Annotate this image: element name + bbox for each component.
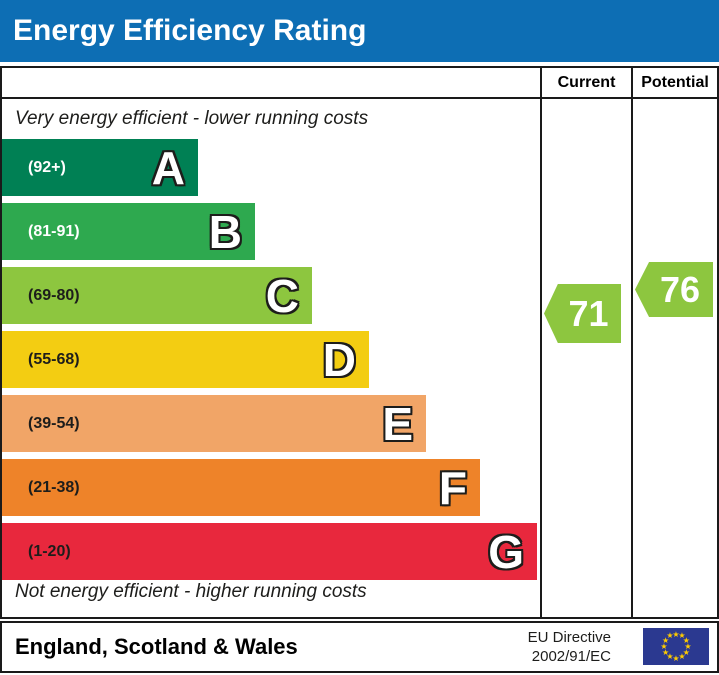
page-title: Energy Efficiency Rating xyxy=(13,14,367,47)
eu-directive-line2: 2002/91/EC xyxy=(531,648,611,665)
rating-band-A: (92+) A xyxy=(2,139,198,196)
title-band: Energy Efficiency Rating xyxy=(0,0,719,62)
band-range-label: (21-38) xyxy=(28,478,80,496)
band-letter: A xyxy=(151,141,185,194)
band-range-label: (92+) xyxy=(28,158,66,176)
top-caption: Very energy efficient - lower running co… xyxy=(15,108,369,129)
eu-flag-star: ★ xyxy=(660,641,668,651)
footer-bar: England, Scotland & Wales EU Directive 2… xyxy=(0,621,719,673)
band-letter: F xyxy=(438,461,467,514)
current-rating-arrow: 71 xyxy=(544,284,621,343)
eu-flag-star: ★ xyxy=(666,651,674,661)
rating-table: Current Potential Very energy efficient … xyxy=(0,66,719,619)
eu-flag-star: ★ xyxy=(684,641,692,651)
eu-directive-label: EU Directive 2002/91/EC xyxy=(528,628,611,666)
band-letter: E xyxy=(382,397,413,450)
current-column-divider xyxy=(540,68,542,617)
current-column-header: Current xyxy=(557,73,616,91)
rating-band-E: (39-54) E xyxy=(2,395,426,452)
eu-flag-star: ★ xyxy=(662,635,670,645)
band-range-label: (39-54) xyxy=(28,414,80,432)
rating-band-G: (1-20) G xyxy=(2,523,537,580)
band-letter: B xyxy=(208,205,242,258)
eu-flag-star: ★ xyxy=(672,653,680,663)
eu-flag-star: ★ xyxy=(682,647,690,657)
eu-flag-star: ★ xyxy=(666,631,674,641)
rating-band-F: (21-38) F xyxy=(2,459,480,516)
rating-band-B: (81-91) B xyxy=(2,203,255,260)
rating-band-D: (55-68) D xyxy=(2,331,369,388)
bottom-caption: Not energy efficient - higher running co… xyxy=(15,581,367,602)
eu-flag-star: ★ xyxy=(682,635,690,645)
eu-flag-star: ★ xyxy=(672,629,680,639)
current-rating-value: 71 xyxy=(568,292,609,334)
potential-column-divider xyxy=(631,68,633,617)
potential-column-header: Potential xyxy=(641,73,709,91)
header-row-divider xyxy=(2,97,717,99)
potential-rating-arrow: 76 xyxy=(635,262,713,317)
band-letter: C xyxy=(265,269,299,322)
eu-flag-star: ★ xyxy=(678,631,686,641)
region-label: England, Scotland & Wales xyxy=(15,634,298,659)
band-range-label: (1-20) xyxy=(28,542,71,560)
eu-directive-line1: EU Directive xyxy=(527,629,611,646)
eu-flag-icon: ★ ★ ★ ★ ★ ★ ★ ★ ★ ★ ★ ★ xyxy=(643,628,709,665)
eu-flag-star: ★ xyxy=(678,651,686,661)
band-letter: G xyxy=(488,525,524,578)
rating-band-C: (69-80) C xyxy=(2,267,312,324)
potential-rating-value: 76 xyxy=(659,268,701,310)
band-range-label: (81-91) xyxy=(28,222,80,240)
band-range-label: (69-80) xyxy=(28,286,80,304)
band-letter: D xyxy=(322,333,356,386)
eu-flag-star: ★ xyxy=(662,647,670,657)
band-range-label: (55-68) xyxy=(28,350,80,368)
